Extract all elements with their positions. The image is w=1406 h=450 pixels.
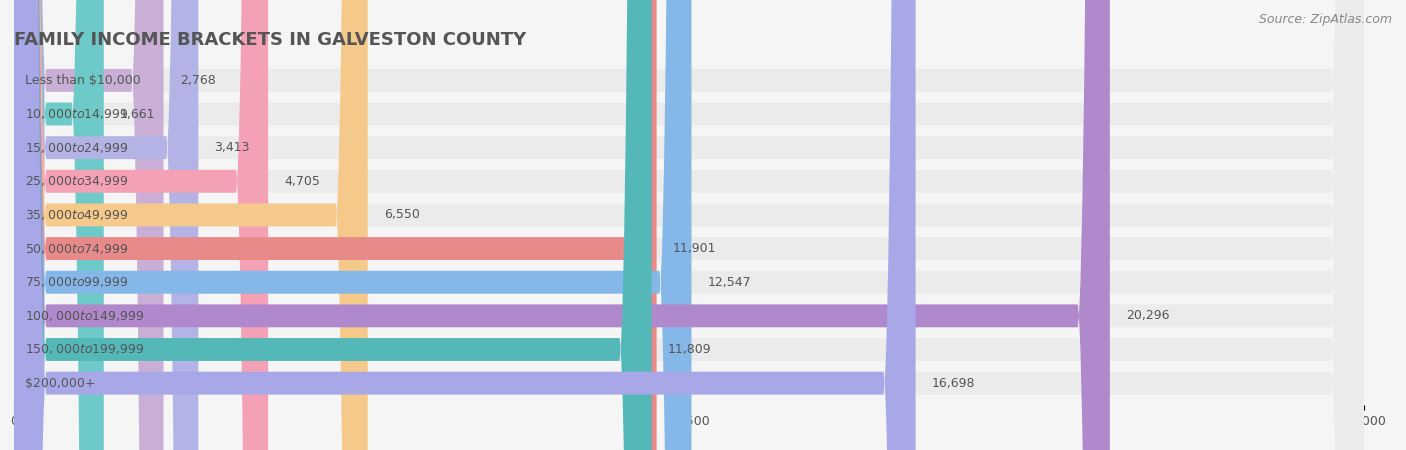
Text: 6,550: 6,550 bbox=[384, 208, 420, 221]
FancyBboxPatch shape bbox=[14, 0, 269, 450]
Text: 11,809: 11,809 bbox=[668, 343, 711, 356]
FancyBboxPatch shape bbox=[14, 0, 915, 450]
Text: $35,000 to $49,999: $35,000 to $49,999 bbox=[25, 208, 128, 222]
FancyBboxPatch shape bbox=[14, 0, 1364, 450]
FancyBboxPatch shape bbox=[14, 0, 657, 450]
FancyBboxPatch shape bbox=[14, 0, 1364, 450]
Text: 4,705: 4,705 bbox=[284, 175, 321, 188]
Text: $25,000 to $34,999: $25,000 to $34,999 bbox=[25, 174, 128, 188]
Text: $200,000+: $200,000+ bbox=[25, 377, 96, 390]
Text: Source: ZipAtlas.com: Source: ZipAtlas.com bbox=[1258, 14, 1392, 27]
FancyBboxPatch shape bbox=[14, 0, 1364, 450]
FancyBboxPatch shape bbox=[14, 0, 1364, 450]
Text: $50,000 to $74,999: $50,000 to $74,999 bbox=[25, 242, 128, 256]
FancyBboxPatch shape bbox=[14, 0, 1364, 450]
Text: 11,901: 11,901 bbox=[673, 242, 716, 255]
Text: $100,000 to $149,999: $100,000 to $149,999 bbox=[25, 309, 145, 323]
Text: $10,000 to $14,999: $10,000 to $14,999 bbox=[25, 107, 128, 121]
FancyBboxPatch shape bbox=[14, 0, 1364, 450]
Text: 3,413: 3,413 bbox=[215, 141, 250, 154]
Text: FAMILY INCOME BRACKETS IN GALVESTON COUNTY: FAMILY INCOME BRACKETS IN GALVESTON COUN… bbox=[14, 31, 526, 49]
FancyBboxPatch shape bbox=[14, 0, 163, 450]
FancyBboxPatch shape bbox=[14, 0, 1364, 450]
Text: 20,296: 20,296 bbox=[1126, 309, 1170, 322]
FancyBboxPatch shape bbox=[14, 0, 1364, 450]
FancyBboxPatch shape bbox=[14, 0, 198, 450]
Text: $75,000 to $99,999: $75,000 to $99,999 bbox=[25, 275, 128, 289]
Text: 2,768: 2,768 bbox=[180, 74, 215, 87]
Text: 1,661: 1,661 bbox=[120, 108, 156, 121]
FancyBboxPatch shape bbox=[14, 0, 692, 450]
FancyBboxPatch shape bbox=[14, 0, 368, 450]
FancyBboxPatch shape bbox=[14, 0, 104, 450]
Text: 12,547: 12,547 bbox=[707, 276, 751, 289]
Text: 16,698: 16,698 bbox=[932, 377, 976, 390]
FancyBboxPatch shape bbox=[14, 0, 1364, 450]
FancyBboxPatch shape bbox=[14, 0, 1364, 450]
Text: $150,000 to $199,999: $150,000 to $199,999 bbox=[25, 342, 145, 356]
Text: $15,000 to $24,999: $15,000 to $24,999 bbox=[25, 141, 128, 155]
Text: Less than $10,000: Less than $10,000 bbox=[25, 74, 141, 87]
FancyBboxPatch shape bbox=[14, 0, 651, 450]
FancyBboxPatch shape bbox=[14, 0, 1109, 450]
